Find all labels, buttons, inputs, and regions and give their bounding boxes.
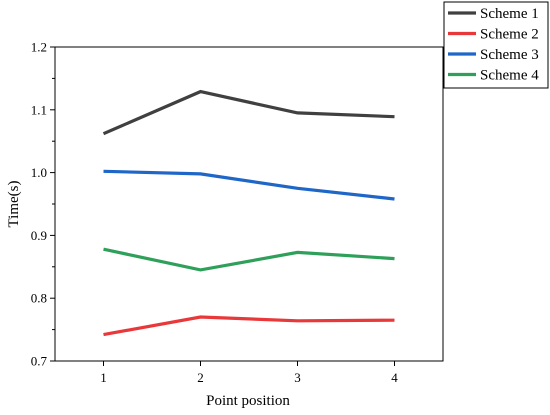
x-axis-ticks: 1 2 3 4 bbox=[100, 361, 398, 385]
legend: Scheme 1 Scheme 2 Scheme 3 Scheme 4 bbox=[443, 1, 549, 89]
y-tick-label: 0.8 bbox=[31, 291, 47, 306]
y-tick-label: 0.9 bbox=[31, 228, 47, 243]
y-tick-label: 1.1 bbox=[31, 102, 47, 117]
y-axis-ticks: 0.7 0.8 0.9 1.0 1.1 1.2 bbox=[31, 40, 55, 369]
x-tick-label: 2 bbox=[197, 370, 204, 385]
x-tick-label: 1 bbox=[100, 370, 107, 385]
legend-label-3: Scheme 3 bbox=[480, 47, 539, 63]
series-lines bbox=[102, 89, 395, 337]
series-line-3 bbox=[103, 169, 395, 201]
x-tick-label: 4 bbox=[391, 370, 398, 385]
legend-label-4: Scheme 4 bbox=[480, 68, 539, 84]
y-axis-title: Time(s) bbox=[6, 181, 22, 228]
legend-label-2: Scheme 2 bbox=[480, 27, 539, 43]
plot-area bbox=[54, 46, 444, 362]
series-line-2 bbox=[103, 315, 395, 337]
series-line-1 bbox=[102, 89, 395, 136]
y-tick-label: 0.7 bbox=[31, 354, 48, 369]
y-tick-label: 1.2 bbox=[31, 40, 47, 55]
legend-label-1: Scheme 1 bbox=[480, 6, 539, 22]
series-line-4 bbox=[103, 247, 395, 272]
y-tick-label: 1.0 bbox=[31, 165, 47, 180]
x-tick-label: 3 bbox=[294, 370, 301, 385]
plot-frame bbox=[54, 46, 444, 362]
x-axis-title: Point position bbox=[206, 393, 290, 409]
